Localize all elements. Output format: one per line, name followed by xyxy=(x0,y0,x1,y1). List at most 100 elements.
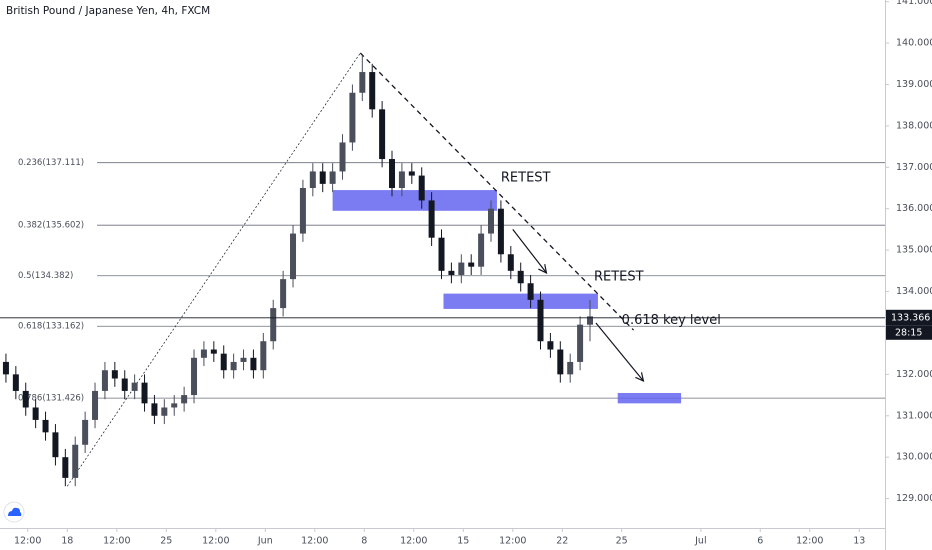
x-tick-label: 25 xyxy=(616,536,628,547)
candle-body xyxy=(2,361,9,375)
candle-body xyxy=(458,262,465,275)
y-tick-label: 134.000 xyxy=(896,286,932,297)
annotation: RETEST xyxy=(594,270,644,285)
annotation: RETEST xyxy=(501,171,551,186)
candle-body xyxy=(478,233,485,267)
zone xyxy=(617,392,682,404)
countdown-label: 28:15 xyxy=(895,327,922,338)
candle-body xyxy=(12,374,19,391)
candle-body xyxy=(587,316,593,325)
candle-body xyxy=(527,283,534,300)
zone xyxy=(332,190,497,211)
candle-body xyxy=(121,378,128,391)
x-tick-label: 12:00 xyxy=(400,536,427,547)
fib-label: 0.618(133.162) xyxy=(18,322,84,332)
logo xyxy=(3,501,25,523)
candle-body xyxy=(468,262,475,267)
zone xyxy=(443,293,598,309)
candle-body xyxy=(280,279,287,309)
candle-body xyxy=(507,254,514,271)
candle-body xyxy=(260,341,267,371)
candle-body xyxy=(438,237,445,271)
candle-body xyxy=(92,390,99,420)
y-tick-label: 129.000 xyxy=(896,493,932,504)
candle-body xyxy=(389,159,396,189)
last-price-label: 133.366 xyxy=(891,312,930,323)
x-tick-label: 13 xyxy=(853,536,865,547)
candle-body xyxy=(309,171,316,189)
candle-body xyxy=(359,72,366,93)
y-tick-label: 140.000 xyxy=(896,38,932,49)
candle-body xyxy=(131,382,138,391)
y-tick-label: 135.000 xyxy=(896,245,932,256)
x-tick-label: 25 xyxy=(160,536,172,547)
candle-body xyxy=(220,353,227,371)
candle-body xyxy=(577,324,584,362)
y-tick-label: 136.000 xyxy=(896,203,932,214)
candle-body xyxy=(22,390,29,408)
y-tick-label: 137.000 xyxy=(896,162,932,173)
x-tick-label: 22 xyxy=(556,536,568,547)
candle-body xyxy=(497,208,504,255)
candle-body xyxy=(339,142,346,172)
y-tick-label: 130.000 xyxy=(896,452,932,463)
x-tick-label: 15 xyxy=(457,536,469,547)
candle-body xyxy=(32,407,39,420)
candle-body xyxy=(141,382,148,404)
candle-body xyxy=(537,299,544,342)
y-tick-label: 139.000 xyxy=(896,79,932,90)
candle-body xyxy=(517,270,524,284)
x-tick-label: 6 xyxy=(757,536,763,547)
candle-body xyxy=(428,200,435,238)
candle-body xyxy=(101,370,108,391)
annotation: 0.618 key level xyxy=(622,313,721,328)
arrow xyxy=(512,229,547,272)
candle-body xyxy=(72,444,79,478)
x-tick-label: 12:00 xyxy=(202,536,229,547)
x-tick-label: 8 xyxy=(361,536,367,547)
x-tick-label: 12:00 xyxy=(14,536,41,547)
candle-body xyxy=(557,349,564,375)
fib-label: 0.786(131.426) xyxy=(18,394,84,404)
fib-label: 0.236(137.111) xyxy=(18,158,84,168)
x-tick-label: 18 xyxy=(61,536,73,547)
candle-body xyxy=(408,171,415,176)
candle-body xyxy=(488,208,495,234)
candle-body xyxy=(230,361,237,371)
candle-body xyxy=(171,403,178,408)
candle-body xyxy=(369,72,376,110)
candle-body xyxy=(161,407,168,416)
x-tick-label: 12:00 xyxy=(499,536,526,547)
x-tick-label: Jun xyxy=(257,536,273,547)
fib-label: 0.382(135.602) xyxy=(18,221,84,231)
candle-body xyxy=(42,419,49,433)
candle-body xyxy=(52,432,59,458)
candle-body xyxy=(319,171,326,184)
y-tick-label: 131.000 xyxy=(896,410,932,421)
candle-body xyxy=(547,341,554,350)
candle-body xyxy=(299,188,306,234)
y-tick-label: 132.000 xyxy=(896,369,932,380)
candle-body xyxy=(270,308,277,342)
x-tick-label: 12:00 xyxy=(103,536,130,547)
candle-body xyxy=(240,357,247,362)
candle-body xyxy=(151,403,158,416)
candle-body xyxy=(210,349,217,354)
candle-body xyxy=(379,109,386,160)
y-tick-label: 138.000 xyxy=(896,120,932,131)
trendline xyxy=(359,52,635,331)
candle-body xyxy=(200,349,207,358)
candle-body xyxy=(62,457,69,478)
candle-body xyxy=(111,370,118,379)
candle-body xyxy=(250,357,257,371)
fib-label: 0.5(134.382) xyxy=(18,271,73,281)
trendline xyxy=(67,52,361,487)
candle-body xyxy=(418,175,425,201)
candle-body xyxy=(448,270,455,275)
x-tick-label: 12:00 xyxy=(301,536,328,547)
x-tick-label: Jul xyxy=(694,536,706,547)
x-tick-label: 12:00 xyxy=(796,536,823,547)
candle-body xyxy=(567,361,574,375)
last-price-tag xyxy=(886,309,932,326)
